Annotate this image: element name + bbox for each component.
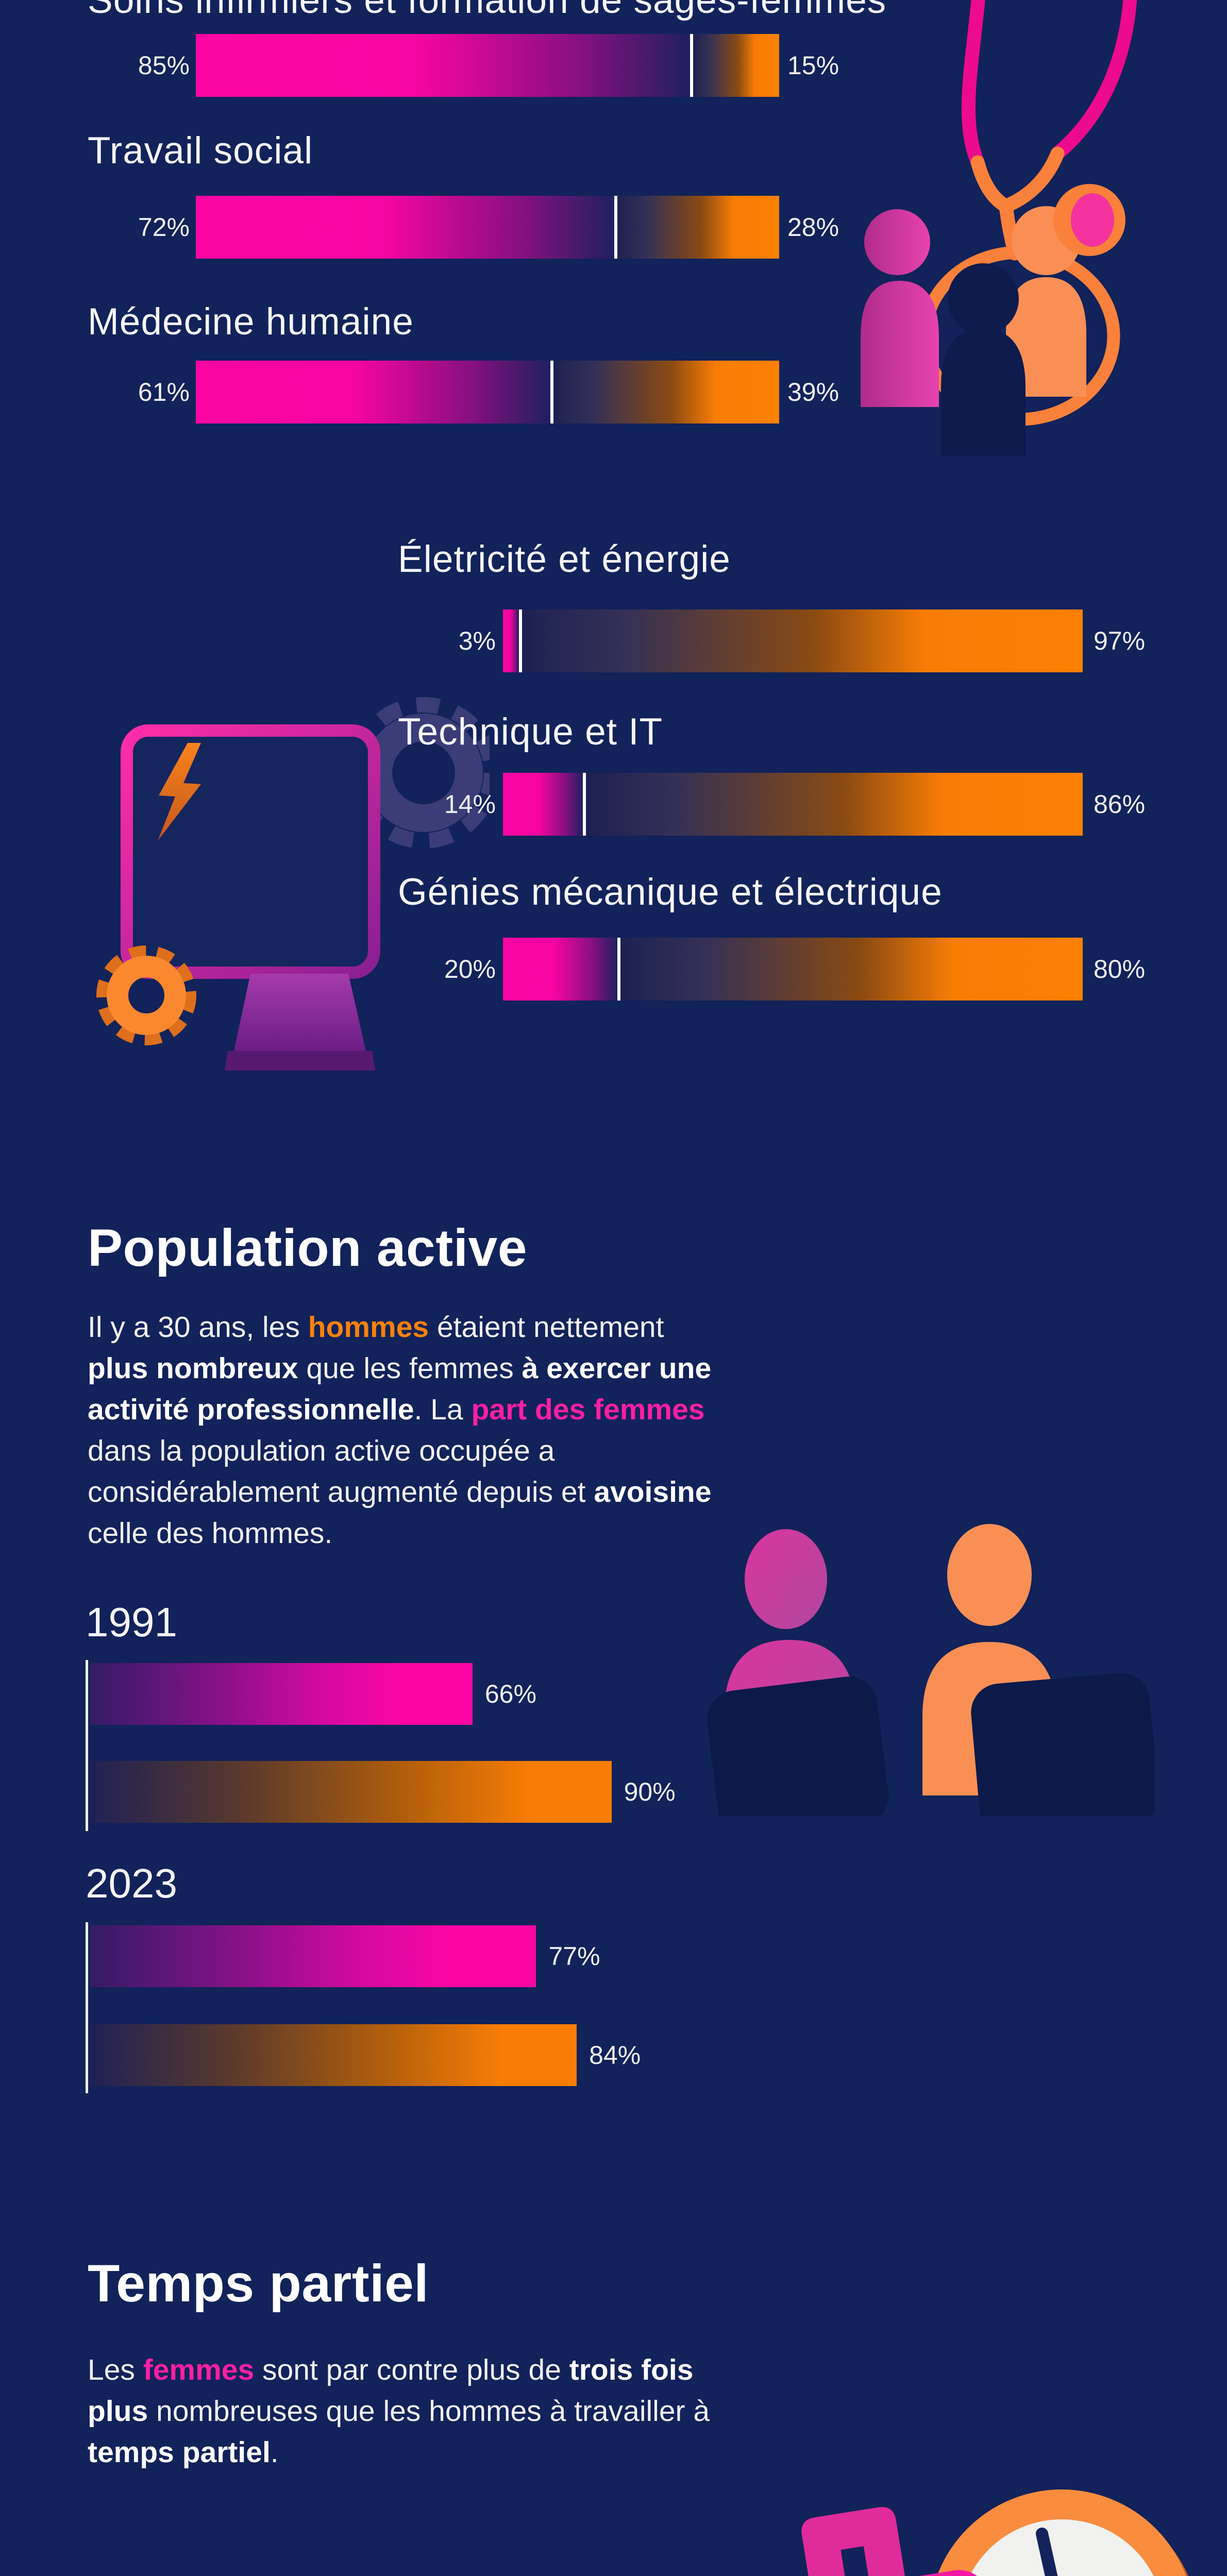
bar-value-femmes: 3% xyxy=(458,626,496,655)
bar-divider xyxy=(614,196,618,259)
text-run: . La xyxy=(414,1393,472,1426)
bar-female-segment xyxy=(196,34,691,97)
stethoscope-people-icon xyxy=(861,0,1137,456)
population-bar-femmes xyxy=(90,1663,473,1725)
bar-value-femmes: 14% xyxy=(444,790,496,819)
text-run: trois fois plus xyxy=(88,2353,694,2428)
bar-female-segment xyxy=(503,938,617,1001)
bar-track xyxy=(503,609,1083,672)
bar-value: 90% xyxy=(624,1777,676,1806)
bar-value-hommes: 15% xyxy=(787,51,839,80)
bar-track xyxy=(503,938,1083,1001)
text-run: hommes xyxy=(308,1311,429,1344)
population-paragraph: Il y a 30 ans, les hommes étaient nettem… xyxy=(88,1307,727,1554)
bar-value-femmes: 61% xyxy=(138,378,190,406)
bar-row-title: Génies mécanique et électrique xyxy=(398,871,943,913)
bar-value-hommes: 39% xyxy=(787,378,839,406)
bar-female-segment xyxy=(196,196,615,259)
bar-row-title: Soins infirmiers et formation de sages-f… xyxy=(88,0,887,21)
year-label: 1991 xyxy=(86,1599,177,1645)
text-run: Les xyxy=(88,2353,143,2386)
briefcase-icon xyxy=(696,2507,1018,2576)
bar-row-title: Technique et IT xyxy=(398,711,663,753)
bar-divider xyxy=(518,609,522,672)
bar-male-segment xyxy=(553,361,779,423)
text-run: dans la population active occupée a cons… xyxy=(88,1434,594,1509)
temps-partiel-paragraph: Les femmes sont par contre plus de trois… xyxy=(88,2349,758,2473)
text-run: . xyxy=(270,2436,279,2469)
people-laptops-icon xyxy=(707,1524,1154,1816)
text-run: part des femmes xyxy=(471,1393,705,1426)
text-run: femmes xyxy=(143,2353,255,2386)
text-run: que les femmes xyxy=(298,1352,522,1385)
bar-male-segment xyxy=(585,773,1083,836)
population-bar-hommes xyxy=(90,1761,612,1823)
text-run: plus nombreux xyxy=(88,1352,298,1385)
bar-male-segment xyxy=(522,609,1083,672)
year-label: 2023 xyxy=(86,1860,177,1906)
bar-value-hommes: 86% xyxy=(1094,790,1146,819)
bar-row-title: Travail social xyxy=(88,130,313,172)
bar-divider xyxy=(550,361,553,423)
bar-female-segment xyxy=(196,361,550,423)
bar-divider xyxy=(617,938,620,1001)
bar-value-hommes: 80% xyxy=(1094,955,1146,984)
bar-value-femmes: 85% xyxy=(138,51,190,80)
computer-gear-lightning-icon xyxy=(96,697,490,1071)
text-run: avoisine xyxy=(594,1476,712,1509)
bar-female-segment xyxy=(503,773,583,836)
bar-row-title: Életricité et énergie xyxy=(398,538,731,580)
bar-track xyxy=(503,773,1083,836)
text-run: à exercer une activité professionnelle xyxy=(88,1352,712,1426)
text-run: étaient nettement xyxy=(429,1311,664,1344)
clock-icon xyxy=(937,2489,1189,2576)
bar-value-hommes: 97% xyxy=(1094,626,1146,655)
bar-value: 84% xyxy=(589,2041,641,2070)
bar-value-hommes: 28% xyxy=(787,213,839,242)
bar-male-segment xyxy=(693,34,779,97)
population-bar-femmes xyxy=(90,1925,536,1987)
gear-icon xyxy=(96,945,196,1045)
bar-divider xyxy=(690,34,694,97)
bar-track xyxy=(196,196,779,259)
bar-value-femmes: 20% xyxy=(444,955,496,984)
text-run: nombreuses que les hommes à travailler à xyxy=(148,2395,710,2428)
bar-track xyxy=(196,361,779,423)
section-heading-temps-partiel: Temps partiel xyxy=(88,2254,429,2313)
bar-value-femmes: 72% xyxy=(138,213,190,242)
text-run: Il y a 30 ans, les xyxy=(88,1311,308,1344)
section-heading-population-active: Population active xyxy=(88,1218,527,1277)
bar-male-segment xyxy=(617,196,779,259)
bar-male-segment xyxy=(620,938,1083,1001)
text-run: celle des hommes. xyxy=(88,1517,333,1550)
text-run: sont par contre plus de xyxy=(254,2353,569,2386)
population-bar-hommes xyxy=(90,2024,577,2086)
text-run: temps partiel xyxy=(88,2436,271,2469)
bar-value: 77% xyxy=(548,1942,600,1971)
bar-divider xyxy=(582,773,586,836)
bar-track xyxy=(196,34,779,97)
axis-line xyxy=(86,1922,88,2093)
axis-line xyxy=(86,1660,88,1831)
bar-female-segment xyxy=(503,609,519,672)
briefcase-clock-icon xyxy=(696,2489,1189,2576)
bar-row-title: Médecine humaine xyxy=(88,301,414,343)
bar-value: 66% xyxy=(484,1680,536,1708)
